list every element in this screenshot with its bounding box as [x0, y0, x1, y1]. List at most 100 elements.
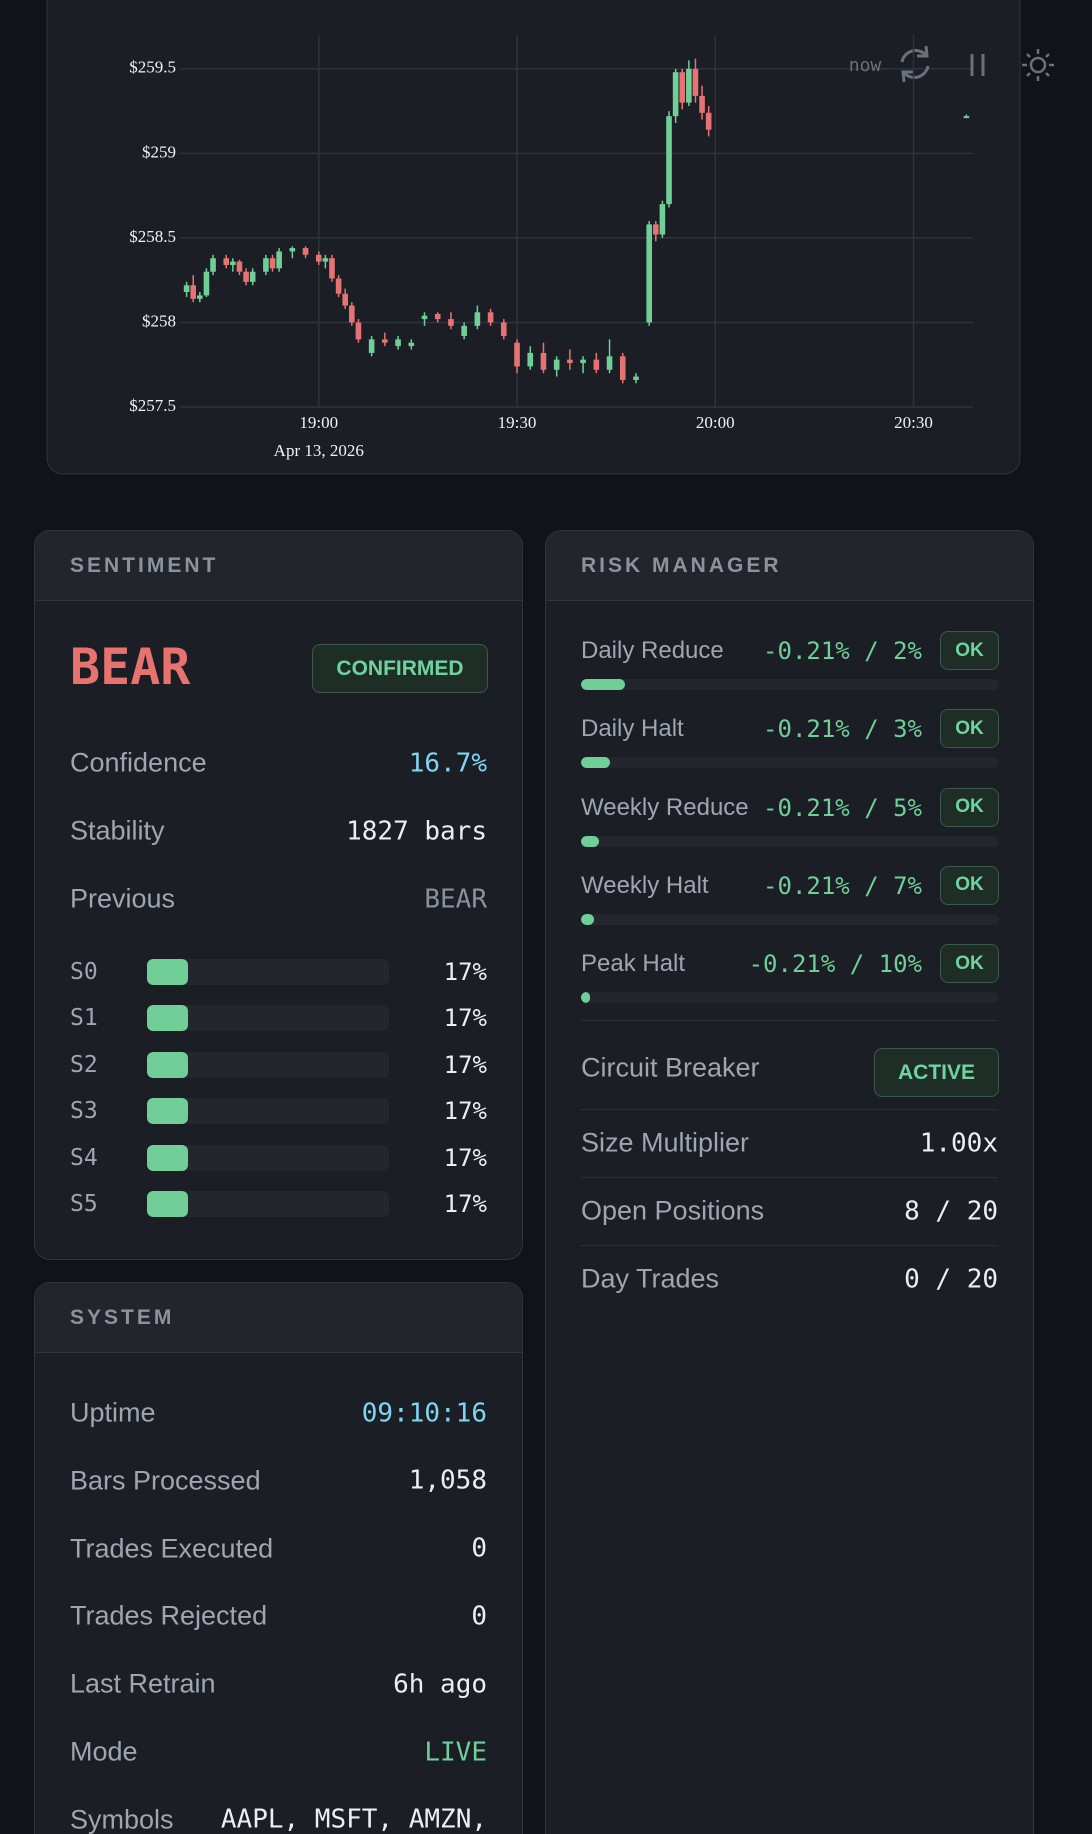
state-track — [147, 1191, 389, 1217]
candle-body — [269, 258, 276, 269]
system-row: Symbols AAPL, MSFT, AMZN, — [70, 1804, 487, 1834]
limit-value: -0.21% / 3% — [763, 715, 922, 744]
state-bar — [147, 1098, 189, 1125]
toolbar-label[interactable]: now — [849, 55, 882, 76]
row-label: Day Trades — [581, 1263, 720, 1294]
state-bar — [147, 1191, 189, 1217]
y-tick-label: $259 — [142, 142, 176, 161]
limit-label: Weekly Reduce — [581, 793, 749, 821]
refresh-icon[interactable] — [900, 45, 930, 83]
candle-body — [666, 116, 672, 205]
row-label: Confidence — [70, 747, 207, 778]
state-name: S3 — [70, 1098, 98, 1125]
price-chart: now $257.5 $258 $258.5 $259 $259.5 19:00 19:30… — [46, 0, 1054, 475]
sentiment-panel: SENTIMENT BEAR CONFIRMED Confidence 16.7%… — [34, 530, 523, 1260]
limit-bar — [581, 992, 590, 1004]
x-tick-label: 19:30 — [498, 413, 537, 432]
candle-body — [653, 224, 659, 235]
candle-body — [249, 271, 256, 282]
state-name: S1 — [70, 1005, 98, 1032]
state-bar — [147, 959, 189, 985]
row-label: Previous — [70, 883, 176, 914]
theme-icon[interactable] — [1022, 49, 1054, 81]
candle-body — [289, 248, 296, 252]
limit-bar — [581, 757, 611, 769]
y-tick-label: $259.5 — [129, 58, 176, 77]
circuit-badge: ACTIVE — [874, 1048, 999, 1097]
panel-title: SYSTEM — [70, 1306, 175, 1329]
system-row: Trades Rejected 0 — [70, 1601, 487, 1632]
candle-body — [243, 271, 249, 282]
system-row: Trades Executed 0 — [70, 1533, 487, 1564]
candle-body — [487, 312, 494, 323]
candle-body — [705, 112, 712, 130]
state-track — [147, 1051, 389, 1078]
candle-body — [408, 342, 415, 347]
limit-label: Daily Halt — [581, 715, 684, 743]
x-tick-label: 19:00 — [299, 413, 338, 432]
candle-body — [355, 322, 362, 340]
row-value: AAPL, MSFT, AMZN, — [220, 1804, 487, 1834]
row-label: Bars Processed — [70, 1465, 261, 1496]
row-label: Trades Rejected — [70, 1600, 268, 1631]
sentiment-state: BEAR — [70, 638, 191, 696]
state-bar — [147, 1051, 189, 1078]
state-track — [147, 1098, 389, 1125]
system-row: Bars Processed 1,058 — [70, 1465, 487, 1496]
candle-body — [633, 376, 639, 380]
state-value: 17% — [443, 1097, 487, 1126]
row-label: Last Retrain — [70, 1668, 216, 1699]
candle-body — [349, 305, 355, 323]
candle-body — [434, 314, 441, 320]
state-track — [147, 1144, 389, 1171]
candle-body — [553, 359, 560, 370]
row-label: Size Multiplier — [581, 1127, 750, 1158]
candle-body — [223, 258, 230, 265]
candle-body — [210, 258, 216, 272]
circuit-row: Circuit Breaker — [581, 1053, 998, 1084]
candle-body — [236, 261, 243, 272]
state-name: S4 — [70, 1144, 98, 1171]
candle-body — [692, 68, 699, 96]
limit-status: OK — [940, 944, 999, 984]
candle-body — [672, 72, 679, 117]
candle-body — [593, 359, 600, 370]
state-name: S2 — [70, 1051, 98, 1078]
y-tick-label: $258.5 — [129, 227, 176, 246]
candle-body — [580, 359, 586, 364]
state-value: 17% — [443, 1004, 487, 1033]
row-label: Open Positions — [581, 1195, 765, 1226]
candle-body — [230, 261, 236, 265]
system-row: Uptime 09:10:16 — [70, 1398, 487, 1429]
limit-bar — [581, 913, 594, 925]
sentiment-row: Previous BEAR — [70, 884, 487, 915]
candle-body — [474, 312, 481, 326]
limit-label: Peak Halt — [581, 950, 686, 978]
candle-body — [329, 258, 335, 279]
limit-value: -0.21% / 2% — [763, 637, 922, 665]
candle-body — [197, 295, 203, 299]
state-value: 17% — [443, 958, 487, 986]
panel-header — [546, 531, 1033, 601]
limit-label: Weekly Halt — [581, 871, 709, 899]
limit-row: Daily Reduce -0.21% / 2% — [581, 637, 922, 665]
candle-body — [514, 342, 520, 367]
row-value: 1827 bars — [346, 816, 487, 846]
candle-body — [567, 359, 573, 364]
row-label: Stability — [70, 815, 165, 846]
risk-panel: RISK MANAGER Daily Reduce -0.21% / 2% OK Da… — [545, 530, 1034, 1834]
state-value: 17% — [443, 1143, 487, 1172]
state-name: S0 — [70, 959, 98, 985]
panel-header — [35, 531, 522, 601]
limit-row: Daily Halt -0.21% / 3% — [581, 715, 922, 743]
state-bar — [147, 1005, 189, 1032]
candle-body — [335, 278, 342, 294]
sentiment-row: Stability 1827 bars — [70, 816, 487, 847]
candle-body — [302, 248, 309, 255]
candle-body — [368, 339, 375, 353]
pause-icon[interactable] — [970, 54, 985, 76]
candle-body — [679, 72, 686, 103]
row-value: 6h ago — [393, 1669, 487, 1700]
separator — [581, 1109, 998, 1110]
candle-body — [699, 95, 705, 113]
